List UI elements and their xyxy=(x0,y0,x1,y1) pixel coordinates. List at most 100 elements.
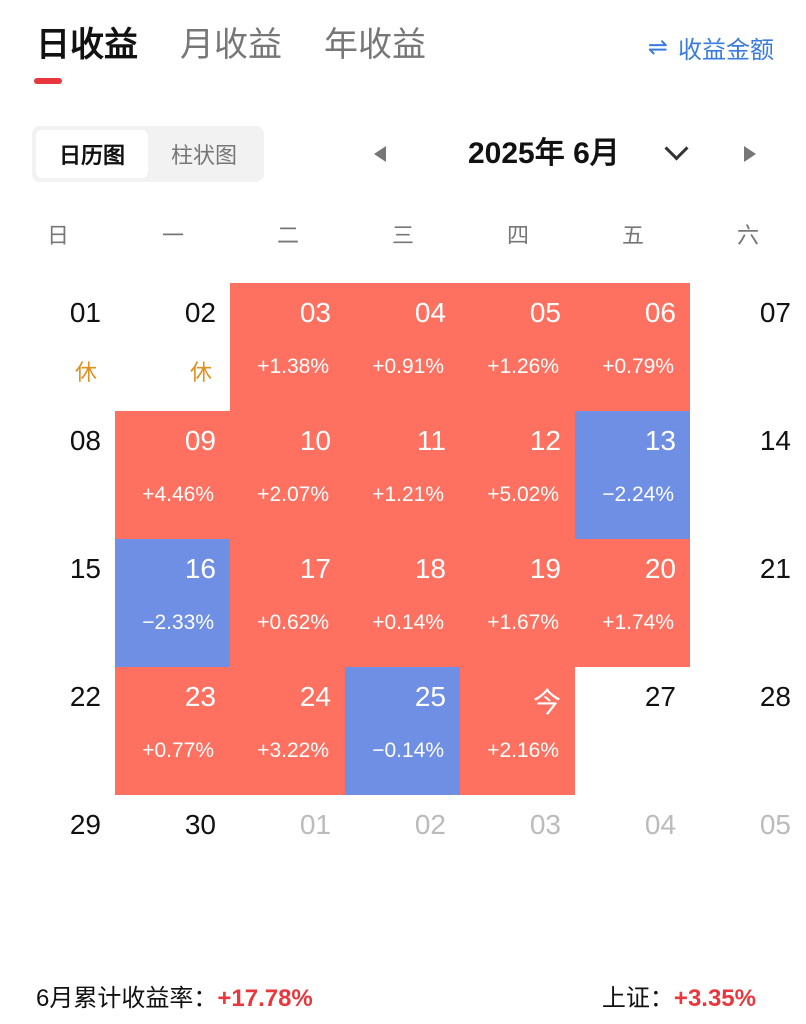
calendar-day-cell[interactable]: 今 +2.16% xyxy=(460,667,575,795)
tab-daily[interactable]: 日收益 xyxy=(36,26,138,64)
day-number: 10 xyxy=(299,425,331,456)
weekday-label: 二 xyxy=(276,223,299,248)
calendar-day-cell[interactable]: 03 +1.38% xyxy=(230,283,345,411)
day-number: 05 xyxy=(759,809,791,840)
switch-to-amount-button[interactable]: ⇌ 收益金额 xyxy=(648,30,774,65)
next-month-icon[interactable] xyxy=(740,140,764,168)
calendar-day-cell[interactable]: 04 xyxy=(575,795,690,923)
day-number: 07 xyxy=(759,297,791,328)
calendar-day-cell[interactable]: 29 xyxy=(0,795,115,923)
day-number: 20 xyxy=(644,553,676,584)
calendar-day-cell[interactable]: 12 +5.02% xyxy=(460,411,575,539)
calendar-day-cell[interactable]: 13 −2.24% xyxy=(575,411,690,539)
weekday-label: 六 xyxy=(736,223,759,248)
calendar-day-cell[interactable]: 14 xyxy=(690,411,805,539)
calendar-day-cell[interactable]: 30 xyxy=(115,795,230,923)
day-number: 29 xyxy=(69,809,101,840)
daily-return: +1.38% xyxy=(257,355,329,378)
calendar-day-cell[interactable]: 02 xyxy=(345,795,460,923)
daily-return: +5.02% xyxy=(487,483,559,506)
daily-return: −2.24% xyxy=(602,483,674,506)
calendar-day-cell[interactable]: 07 xyxy=(690,283,805,411)
calendar-day-cell[interactable]: 16 −2.33% xyxy=(115,539,230,667)
day-number: 今 xyxy=(532,687,561,718)
day-number: 17 xyxy=(299,553,331,584)
calendar-day-cell[interactable]: 25 −0.14% xyxy=(345,667,460,795)
day-number: 21 xyxy=(759,553,791,584)
calendar-day-cell[interactable]: 28 xyxy=(690,667,805,795)
day-number: 11 xyxy=(416,425,446,456)
day-number: 02 xyxy=(184,297,216,328)
day-number: 22 xyxy=(69,681,101,712)
view-toggle: 日历图 柱状图 xyxy=(32,126,264,182)
daily-return: +0.79% xyxy=(602,355,674,378)
weekday-label: 三 xyxy=(391,223,414,248)
calendar-day-cell[interactable]: 11 +1.21% xyxy=(345,411,460,539)
index-return-summary: 上证：+3.35% xyxy=(602,978,756,1013)
monthly-return-value: +17.78% xyxy=(217,985,313,1012)
calendar-day-cell[interactable]: 27 xyxy=(575,667,690,795)
calendar-day-cell[interactable]: 03 xyxy=(460,795,575,923)
daily-return: +1.21% xyxy=(372,483,444,506)
calendar-day-cell[interactable]: 23 +0.77% xyxy=(115,667,230,795)
calendar-view-button[interactable]: 日历图 xyxy=(36,130,148,178)
weekday-label: 五 xyxy=(621,223,644,248)
day-number: 18 xyxy=(414,553,446,584)
calendar-day-cell[interactable]: 10 +2.07% xyxy=(230,411,345,539)
day-number: 08 xyxy=(69,425,101,456)
previous-month-icon[interactable] xyxy=(370,140,394,168)
monthly-return-summary: 6月累计收益率：+17.78% xyxy=(36,978,313,1013)
calendar-day-cell[interactable]: 08 xyxy=(0,411,115,539)
daily-return: +0.62% xyxy=(257,611,329,634)
day-number: 16 xyxy=(184,553,216,584)
day-number: 30 xyxy=(184,809,216,840)
daily-return: +2.16% xyxy=(487,739,559,762)
tab-monthly[interactable]: 月收益 xyxy=(180,26,282,64)
holiday-label: 休 xyxy=(189,360,212,385)
calendar-day-cell[interactable]: 20 +1.74% xyxy=(575,539,690,667)
calendar-day-cell[interactable]: 05 xyxy=(690,795,805,923)
swap-icon: ⇌ xyxy=(647,34,668,61)
daily-return: −0.14% xyxy=(372,739,444,762)
day-number: 25 xyxy=(414,681,446,712)
daily-return: +2.07% xyxy=(257,483,329,506)
calendar-day-cell[interactable]: 05 +1.26% xyxy=(460,283,575,411)
daily-return: −2.33% xyxy=(142,611,214,634)
calendar-day-cell[interactable]: 15 xyxy=(0,539,115,667)
daily-return: +1.74% xyxy=(602,611,674,634)
day-number: 04 xyxy=(644,809,676,840)
day-number: 09 xyxy=(184,425,216,456)
holiday-label: 休 xyxy=(74,360,97,385)
index-return-value: +3.35% xyxy=(673,985,756,1012)
calendar-day-cell[interactable]: 01 xyxy=(230,795,345,923)
calendar-day-cell[interactable]: 17 +0.62% xyxy=(230,539,345,667)
calendar-day-cell[interactable]: 04 +0.91% xyxy=(345,283,460,411)
calendar-day-cell[interactable]: 22 xyxy=(0,667,115,795)
calendar-day-cell[interactable]: 06 +0.79% xyxy=(575,283,690,411)
calendar-day-cell[interactable]: 21 xyxy=(690,539,805,667)
month-title[interactable]: 2025年 6月 xyxy=(468,137,620,170)
bar-chart-view-button[interactable]: 柱状图 xyxy=(170,143,237,168)
weekday-header: 日一二三四五六 xyxy=(0,218,806,254)
chevron-down-icon[interactable] xyxy=(662,140,692,164)
day-number: 23 xyxy=(184,681,216,712)
daily-return: +0.77% xyxy=(142,739,214,762)
day-number: 27 xyxy=(644,681,676,712)
daily-return: +1.67% xyxy=(487,611,559,634)
calendar-day-cell[interactable]: 02 休 xyxy=(115,283,230,411)
tab-yearly[interactable]: 年收益 xyxy=(324,26,426,64)
calendar-day-cell[interactable]: 01 休 xyxy=(0,283,115,411)
monthly-return-label: 6月累计收益率： xyxy=(36,985,218,1012)
day-number: 06 xyxy=(644,297,676,328)
day-number: 01 xyxy=(69,297,101,328)
weekday-label: 一 xyxy=(161,223,184,248)
calendar-day-cell[interactable]: 09 +4.46% xyxy=(115,411,230,539)
calendar-day-cell[interactable]: 19 +1.67% xyxy=(460,539,575,667)
day-number: 24 xyxy=(299,681,331,712)
daily-return: +4.46% xyxy=(142,483,214,506)
daily-return: +3.22% xyxy=(257,739,329,762)
calendar-day-cell[interactable]: 18 +0.14% xyxy=(345,539,460,667)
daily-return: +0.91% xyxy=(372,355,444,378)
day-number: 13 xyxy=(644,425,676,456)
calendar-day-cell[interactable]: 24 +3.22% xyxy=(230,667,345,795)
